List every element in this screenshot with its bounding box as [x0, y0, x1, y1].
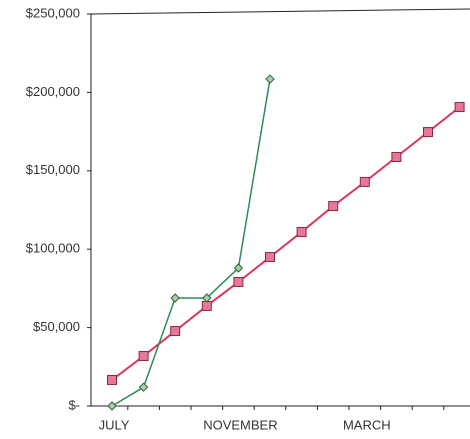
marker: [107, 374, 117, 385]
marker: [265, 252, 275, 263]
marker: [454, 101, 465, 112]
x-tick-label: MARCH: [343, 417, 391, 432]
marker: [328, 201, 339, 212]
x-tick-label: NOVEMBER: [203, 417, 277, 432]
marker: [391, 152, 402, 163]
frame-top: [90, 8, 470, 15]
marker: [201, 300, 212, 311]
marker: [265, 74, 275, 84]
y-tick-label: $250,000: [26, 5, 80, 20]
series-line: [111, 106, 461, 381]
marker: [423, 127, 433, 138]
x-tick-label: JULY: [99, 417, 130, 432]
marker: [296, 226, 307, 237]
marker: [359, 176, 370, 187]
marker: [138, 382, 149, 392]
marker: [170, 293, 180, 303]
marker: [170, 326, 181, 337]
marker: [233, 276, 244, 287]
y-tick-label: $200,000: [26, 84, 80, 99]
marker: [107, 401, 117, 411]
y-tick-label: $50,000: [33, 319, 80, 334]
marker: [138, 350, 149, 361]
y-tick-label: $-: [68, 397, 80, 412]
marker: [233, 263, 244, 273]
y-tick-label: $150,000: [26, 162, 80, 177]
marker: [202, 293, 212, 303]
y-tick-label: $100,000: [26, 241, 80, 256]
series-line: [111, 78, 271, 407]
